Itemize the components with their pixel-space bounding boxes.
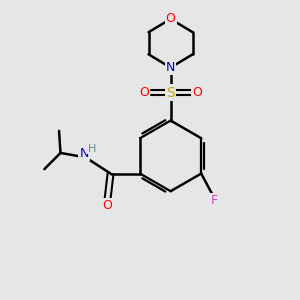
Text: H: H: [88, 143, 96, 154]
Text: O: O: [192, 86, 202, 99]
Text: O: O: [103, 199, 112, 212]
Text: F: F: [211, 194, 218, 207]
Text: N: N: [166, 61, 175, 74]
Text: O: O: [166, 13, 176, 26]
Text: O: O: [139, 86, 149, 99]
Text: S: S: [166, 85, 175, 100]
Text: N: N: [80, 147, 89, 160]
